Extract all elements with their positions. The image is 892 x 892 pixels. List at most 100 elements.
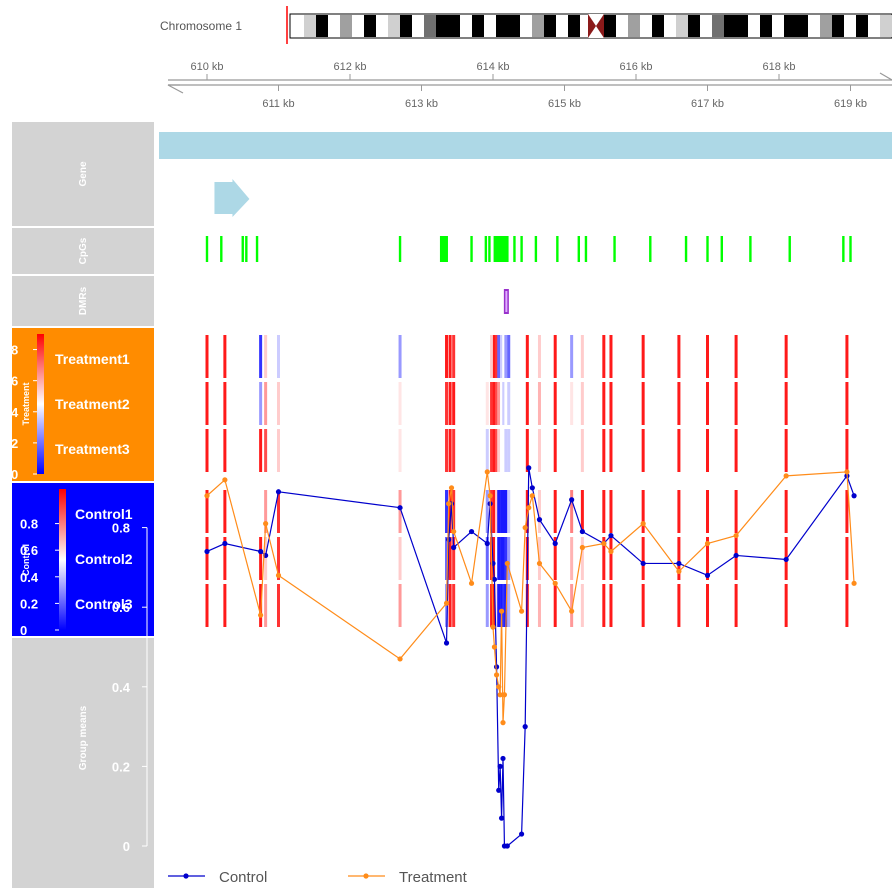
ideogram-band — [472, 15, 484, 37]
heatmap-cell — [490, 584, 494, 627]
legend-marker-control — [183, 873, 189, 879]
series-point-control — [497, 763, 503, 770]
ideogram-band — [604, 15, 616, 37]
series-point-control — [704, 572, 711, 578]
series-point-control — [608, 532, 614, 539]
heatmap-cell — [580, 429, 584, 472]
heatmap-cell — [445, 537, 449, 580]
ideogram-band — [292, 15, 304, 37]
heatmap-cell — [490, 335, 494, 378]
heatmap-cell — [609, 584, 613, 627]
heatmap-cell — [609, 429, 613, 472]
heatmap-cell — [537, 490, 541, 533]
ideogram-band — [640, 15, 652, 37]
ideogram-band — [820, 15, 832, 37]
heatmap-cell — [602, 537, 606, 580]
ideogram-band — [448, 15, 460, 37]
heatmap-cell — [205, 537, 209, 580]
heatmap-cell — [580, 490, 584, 533]
chromosome-ideogram — [286, 6, 892, 44]
ideogram-band — [724, 15, 736, 37]
series-point-control — [783, 556, 789, 563]
heatmap-cell — [398, 490, 402, 533]
cpg-mark — [520, 236, 523, 262]
heatmap-cell — [490, 429, 494, 472]
heatmap-cell — [504, 382, 508, 425]
heatmap-cell — [609, 382, 613, 425]
series-point-control — [491, 576, 498, 582]
heatmap-cell — [784, 584, 788, 627]
series-point-control — [222, 540, 228, 547]
heatmap-cell — [641, 335, 645, 378]
heatmap-cell — [223, 335, 227, 378]
color-key-bar — [59, 489, 66, 630]
series-point-control — [258, 548, 264, 555]
heatmap-cell — [677, 584, 681, 627]
series-point-treatment — [491, 644, 498, 650]
ideogram-band — [772, 15, 784, 37]
ideogram-band — [556, 15, 568, 37]
heatmap-cell — [525, 382, 529, 425]
heatmap-cell — [448, 382, 452, 425]
heatmap-cell — [580, 335, 584, 378]
heatmap-cell — [223, 490, 227, 533]
series-point-control — [529, 485, 535, 491]
treatment-color-key: 8 6 4 2 0 — [11, 334, 44, 482]
series-point-treatment — [844, 469, 850, 475]
heatmap-cell — [507, 537, 511, 580]
heatmap-cell — [504, 537, 508, 580]
ideogram-band — [676, 15, 688, 37]
heatmap-cell — [485, 537, 489, 580]
cpg-mark — [788, 236, 791, 262]
cpg-mark — [245, 236, 248, 262]
means-y-tick-label: 0.2 — [112, 759, 130, 774]
ideogram-band — [844, 15, 856, 37]
heatmap-cell — [490, 382, 494, 425]
heatmap-cell — [398, 537, 402, 580]
heatmap-cell — [492, 382, 496, 425]
heatmap-cell — [502, 537, 506, 580]
heatmap-cell — [502, 382, 506, 425]
gene-track-title: Gene — [78, 161, 89, 186]
heatmap-cell — [259, 490, 263, 533]
heatmap-cell — [845, 382, 849, 425]
cpg-mark — [534, 236, 538, 262]
heatmap-cell — [445, 490, 449, 533]
heatmap-cell — [553, 335, 557, 378]
series-point-treatment — [496, 684, 502, 690]
ideogram-band — [784, 15, 796, 37]
legend-marker-treatment — [363, 873, 369, 879]
heatmap-cell — [507, 584, 511, 627]
gene-track — [159, 132, 892, 217]
heatmap-cell — [507, 382, 511, 425]
series-point-treatment — [443, 600, 450, 606]
heatmap-cell — [500, 584, 504, 627]
heatmap-cell — [452, 429, 456, 472]
series-point-treatment — [275, 572, 282, 578]
series-point-control — [496, 787, 502, 793]
series-point-treatment — [446, 501, 452, 507]
series-point-control — [504, 843, 510, 849]
heatmap-cell — [504, 429, 508, 472]
heatmap-cell — [495, 584, 499, 627]
cpg-mark — [842, 236, 845, 262]
heatmap-cell — [205, 382, 209, 425]
ideogram-band — [400, 15, 412, 37]
heatmap-cell — [205, 584, 209, 627]
series-point-treatment — [608, 548, 614, 555]
series-line-control — [206, 467, 855, 847]
ideogram-band — [304, 15, 316, 37]
heatmap-cell — [706, 537, 709, 580]
heatmap-cell — [497, 429, 501, 472]
ideogram-band — [340, 15, 352, 37]
heatmap-cell — [497, 382, 501, 425]
ideogram-band — [700, 15, 712, 37]
heatmap-cell — [641, 429, 645, 472]
series-point-treatment — [222, 477, 228, 483]
heatmap-cell — [502, 429, 506, 472]
axis-tick-label-bottom: 615 kb — [548, 98, 581, 110]
ideogram-band — [508, 15, 520, 37]
heatmap-cell — [677, 382, 681, 425]
cpg-mark — [398, 236, 402, 262]
